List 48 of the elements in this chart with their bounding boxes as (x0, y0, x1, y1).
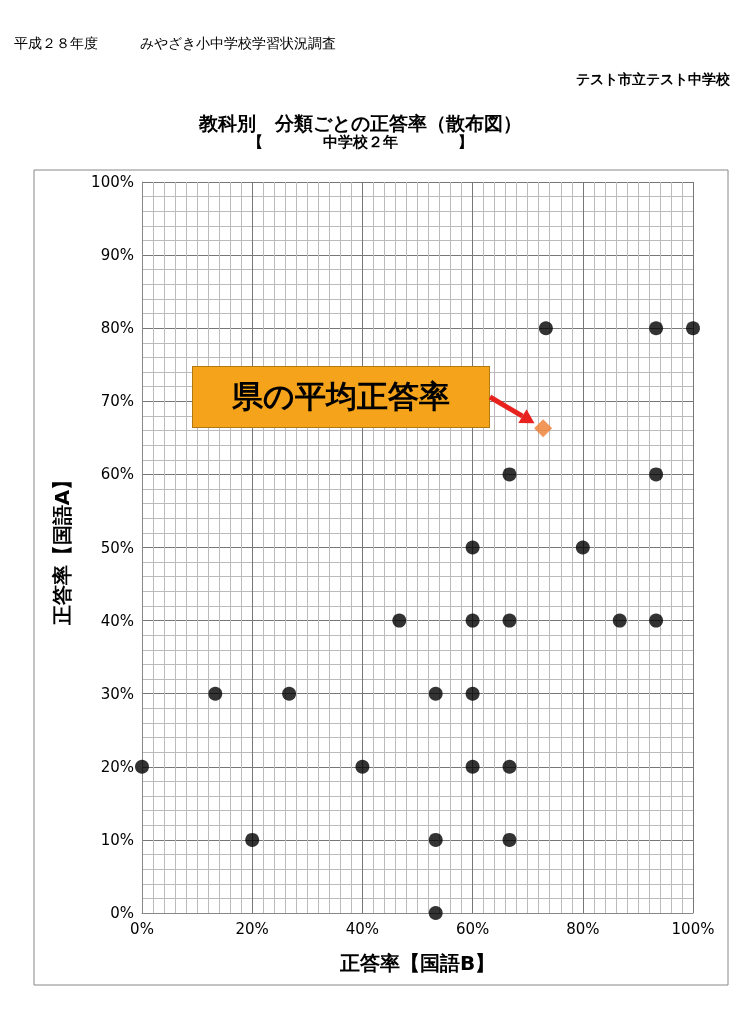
y-tick-label: 100% (91, 173, 134, 191)
point (649, 613, 664, 628)
point (575, 540, 590, 555)
point (428, 832, 443, 847)
point (428, 686, 443, 701)
annotation: 県の平均正答率 (192, 366, 490, 428)
point (135, 759, 149, 774)
x-tick-label: 100% (671, 919, 715, 938)
point (538, 321, 553, 336)
point (465, 540, 480, 555)
point (612, 613, 627, 628)
point (649, 321, 664, 336)
text: 平成２８年度 みやざき小中学校学習状況調査 (14, 35, 336, 51)
point (465, 686, 480, 701)
x-axis-title: 正答率【国語B】 (338, 951, 496, 975)
point (502, 759, 517, 774)
chart-title: 教科別 分類ごとの正答率（散布図） (197, 111, 522, 134)
text: テスト市立テスト中学校 (576, 71, 731, 87)
point (208, 686, 223, 701)
x-tick-label: 40% (345, 919, 380, 938)
point (502, 613, 517, 628)
y-axis-title: 正答率【国語A】 (50, 469, 74, 627)
y-tick-label: 50% (100, 538, 134, 557)
y-tick-label: 0% (110, 904, 134, 922)
y-tick-label: 40% (100, 611, 134, 630)
y-tick-label: 60% (100, 465, 134, 484)
point (465, 759, 480, 774)
y-tick-label: 20% (100, 757, 134, 776)
y-tick-label: 30% (100, 684, 134, 703)
point (465, 613, 480, 628)
point (534, 419, 553, 438)
x-tick-label: 80% (566, 919, 600, 938)
y-tick-label: 90% (100, 246, 134, 265)
point (392, 613, 407, 628)
point (428, 906, 443, 920)
y-tick-label: 70% (100, 392, 134, 411)
point (502, 467, 517, 482)
x-tick-label: 20% (235, 919, 269, 938)
point (686, 321, 700, 336)
y-tick-label: 80% (100, 319, 134, 338)
point (502, 832, 517, 847)
point (282, 686, 297, 701)
point (245, 832, 260, 847)
point (355, 759, 370, 774)
x-tick-label: 0% (130, 919, 154, 938)
x-tick-label: 60% (455, 919, 490, 938)
point (649, 467, 664, 482)
y-tick-label: 10% (100, 830, 134, 849)
